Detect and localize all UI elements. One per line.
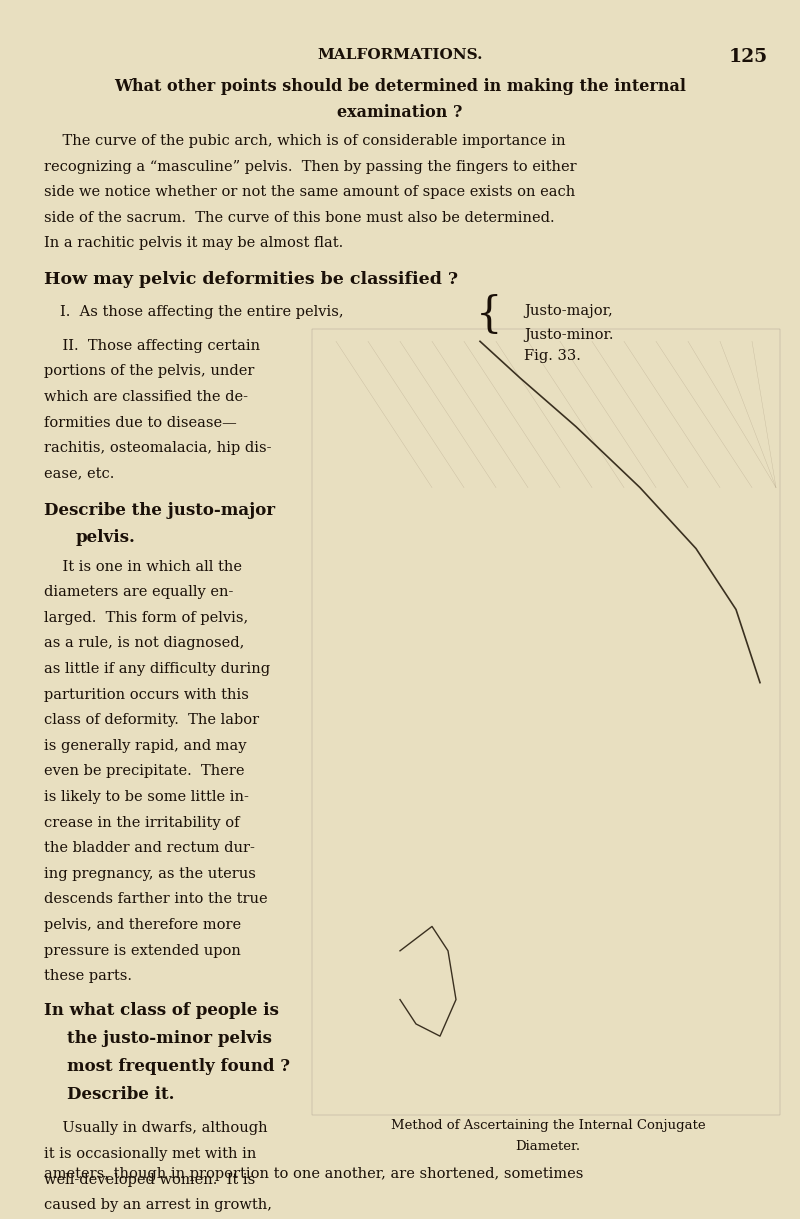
Bar [312, 329, 780, 1115]
Text: portions of the pelvis, under: portions of the pelvis, under [44, 364, 254, 378]
Text: Fig. 33.: Fig. 33. [524, 349, 581, 362]
Text: is generally rapid, and may: is generally rapid, and may [44, 739, 246, 752]
Text: larged.  This form of pelvis,: larged. This form of pelvis, [44, 611, 248, 624]
Text: Diameter.: Diameter. [515, 1140, 581, 1153]
Text: the bladder and rectum dur-: the bladder and rectum dur- [44, 841, 255, 855]
Text: side we notice whether or not the same amount of space exists on each: side we notice whether or not the same a… [44, 185, 575, 199]
Text: rachitis, osteomalacia, hip dis-: rachitis, osteomalacia, hip dis- [44, 441, 271, 455]
Text: What other points should be determined in making the internal: What other points should be determined i… [114, 78, 686, 95]
Text: class of deformity.  The labor: class of deformity. The labor [44, 713, 259, 727]
Text: well-developed women.  It is: well-developed women. It is [44, 1173, 255, 1186]
Text: most frequently found ?: most frequently found ? [44, 1058, 290, 1075]
Text: How may pelvic deformities be classified ?: How may pelvic deformities be classified… [44, 271, 458, 288]
Text: even be precipitate.  There: even be precipitate. There [44, 764, 245, 778]
Text: In what class of people is: In what class of people is [44, 1002, 279, 1019]
Text: ameters, though in proportion to one another, are shortened, sometimes: ameters, though in proportion to one ano… [44, 1167, 583, 1180]
Text: Justo-major,: Justo-major, [524, 304, 613, 317]
Text: It is one in which all the: It is one in which all the [44, 560, 242, 573]
Text: pelvis.: pelvis. [76, 529, 136, 546]
Text: it is occasionally met with in: it is occasionally met with in [44, 1147, 256, 1160]
Text: formities due to disease—: formities due to disease— [44, 416, 237, 429]
Text: which are classified the de-: which are classified the de- [44, 390, 248, 403]
Text: {: { [476, 294, 502, 335]
Text: II.  Those affecting certain: II. Those affecting certain [44, 339, 260, 352]
Text: Justo-minor.: Justo-minor. [524, 328, 614, 341]
Text: as a rule, is not diagnosed,: as a rule, is not diagnosed, [44, 636, 244, 650]
Text: the justo-minor pelvis: the justo-minor pelvis [44, 1030, 272, 1047]
Text: MALFORMATIONS.: MALFORMATIONS. [318, 48, 482, 61]
Text: descends farther into the true: descends farther into the true [44, 892, 268, 906]
Text: as little if any difficulty during: as little if any difficulty during [44, 662, 270, 675]
Text: examination ?: examination ? [338, 104, 462, 121]
Text: Describe the justo-major: Describe the justo-major [44, 502, 275, 519]
Text: The curve of the pubic arch, which is of considerable importance in: The curve of the pubic arch, which is of… [44, 134, 566, 147]
Text: caused by an arrest in growth,: caused by an arrest in growth, [44, 1198, 272, 1212]
Text: Describe it.: Describe it. [44, 1086, 174, 1103]
Text: Method of Ascertaining the Internal Conjugate: Method of Ascertaining the Internal Conj… [390, 1119, 706, 1132]
Text: ing pregnancy, as the uterus: ing pregnancy, as the uterus [44, 867, 256, 880]
Text: diameters are equally en-: diameters are equally en- [44, 585, 234, 599]
Text: ease, etc.: ease, etc. [44, 467, 114, 480]
Text: In a rachitic pelvis it may be almost flat.: In a rachitic pelvis it may be almost fl… [44, 236, 343, 250]
Text: 125: 125 [729, 48, 768, 66]
Text: recognizing a “masculine” pelvis.  Then by passing the fingers to either: recognizing a “masculine” pelvis. Then b… [44, 160, 577, 173]
Text: is likely to be some little in-: is likely to be some little in- [44, 790, 249, 803]
Text: I.  As those affecting the entire pelvis,: I. As those affecting the entire pelvis, [60, 305, 344, 318]
Text: side of the sacrum.  The curve of this bone must also be determined.: side of the sacrum. The curve of this bo… [44, 211, 554, 224]
Text: Usually in dwarfs, although: Usually in dwarfs, although [44, 1121, 268, 1135]
Text: pressure is extended upon: pressure is extended upon [44, 944, 241, 957]
Text: pelvis, and therefore more: pelvis, and therefore more [44, 918, 241, 931]
Text: these parts.: these parts. [44, 969, 132, 983]
Text: parturition occurs with this: parturition occurs with this [44, 688, 249, 701]
Text: crease in the irritability of: crease in the irritability of [44, 816, 239, 829]
